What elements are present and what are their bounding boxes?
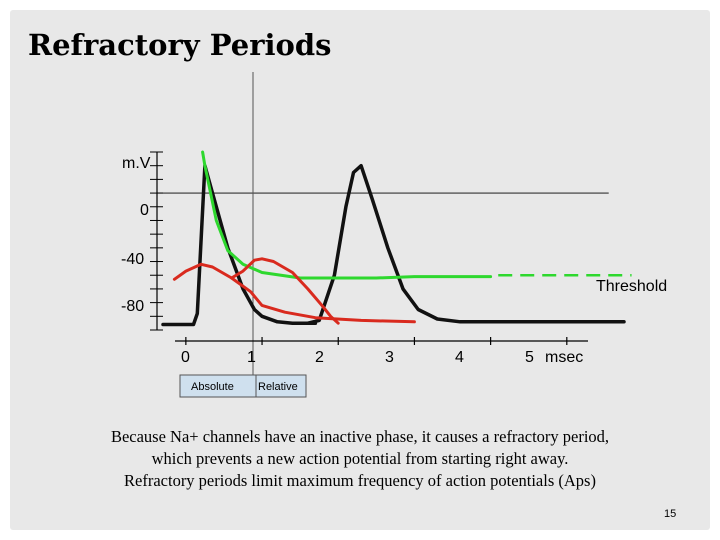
y-axis-ticks — [150, 151, 163, 331]
slide-background — [10, 10, 710, 530]
x-axis-ticks — [185, 337, 568, 345]
y-axis-title: m.V — [122, 155, 151, 172]
x-tick-label: 5 — [525, 349, 534, 366]
x-tick-label: 4 — [455, 349, 464, 366]
caption-line: Because Na+ channels have an inactive ph… — [110, 427, 610, 446]
y-tick-label: 0 — [140, 202, 149, 219]
series-line-red-4 — [230, 257, 340, 325]
slide-title: Refractory Periods — [28, 28, 332, 62]
x-tick-label: 2 — [315, 349, 324, 366]
absolute-period-label: Absolute — [191, 381, 234, 393]
x-tick-label: 3 — [385, 349, 394, 366]
caption-line: Refractory periods limit maximum frequen… — [124, 471, 596, 490]
x-tick-label: 1 — [247, 349, 256, 366]
y-axis — [156, 152, 609, 330]
series-line-ap-1 — [306, 163, 626, 325]
y-tick-label: -80 — [121, 298, 144, 315]
series-lines — [161, 150, 626, 327]
y-tick-label: -40 — [121, 251, 144, 268]
series-line-red-3 — [172, 262, 416, 324]
series-line-ap-0 — [161, 163, 318, 327]
x-tick-label: 0 — [181, 349, 190, 366]
x-axis-unit: msec — [545, 349, 583, 366]
series-line-green-2 — [201, 150, 493, 280]
caption: Because Na+ channels have an inactive ph… — [40, 426, 680, 492]
relative-period-box — [255, 374, 307, 398]
page-number: 15 — [664, 508, 677, 520]
relative-period-label: Relative — [258, 381, 298, 393]
threshold-label: Threshold — [596, 278, 667, 295]
caption-line: which prevents a new action potential fr… — [151, 449, 569, 468]
